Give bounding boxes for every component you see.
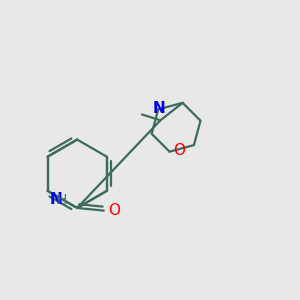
Text: N: N (50, 192, 62, 207)
Text: O: O (108, 202, 120, 217)
Text: H: H (56, 193, 67, 207)
Text: N: N (152, 101, 165, 116)
Text: O: O (173, 143, 185, 158)
